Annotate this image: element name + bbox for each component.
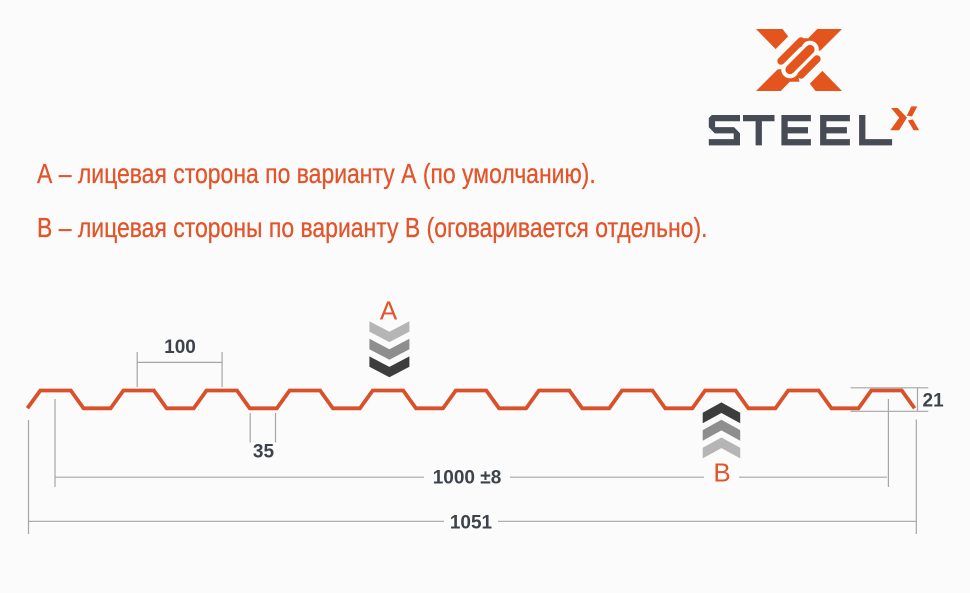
svg-text:В: В	[713, 458, 730, 488]
svg-text:100: 100	[164, 337, 196, 358]
svg-text:35: 35	[253, 442, 275, 463]
svg-text:1000 ±8: 1000 ±8	[433, 468, 502, 489]
svg-text:1051: 1051	[450, 513, 493, 534]
svg-text:А: А	[380, 295, 398, 325]
svg-text:21: 21	[923, 391, 945, 412]
